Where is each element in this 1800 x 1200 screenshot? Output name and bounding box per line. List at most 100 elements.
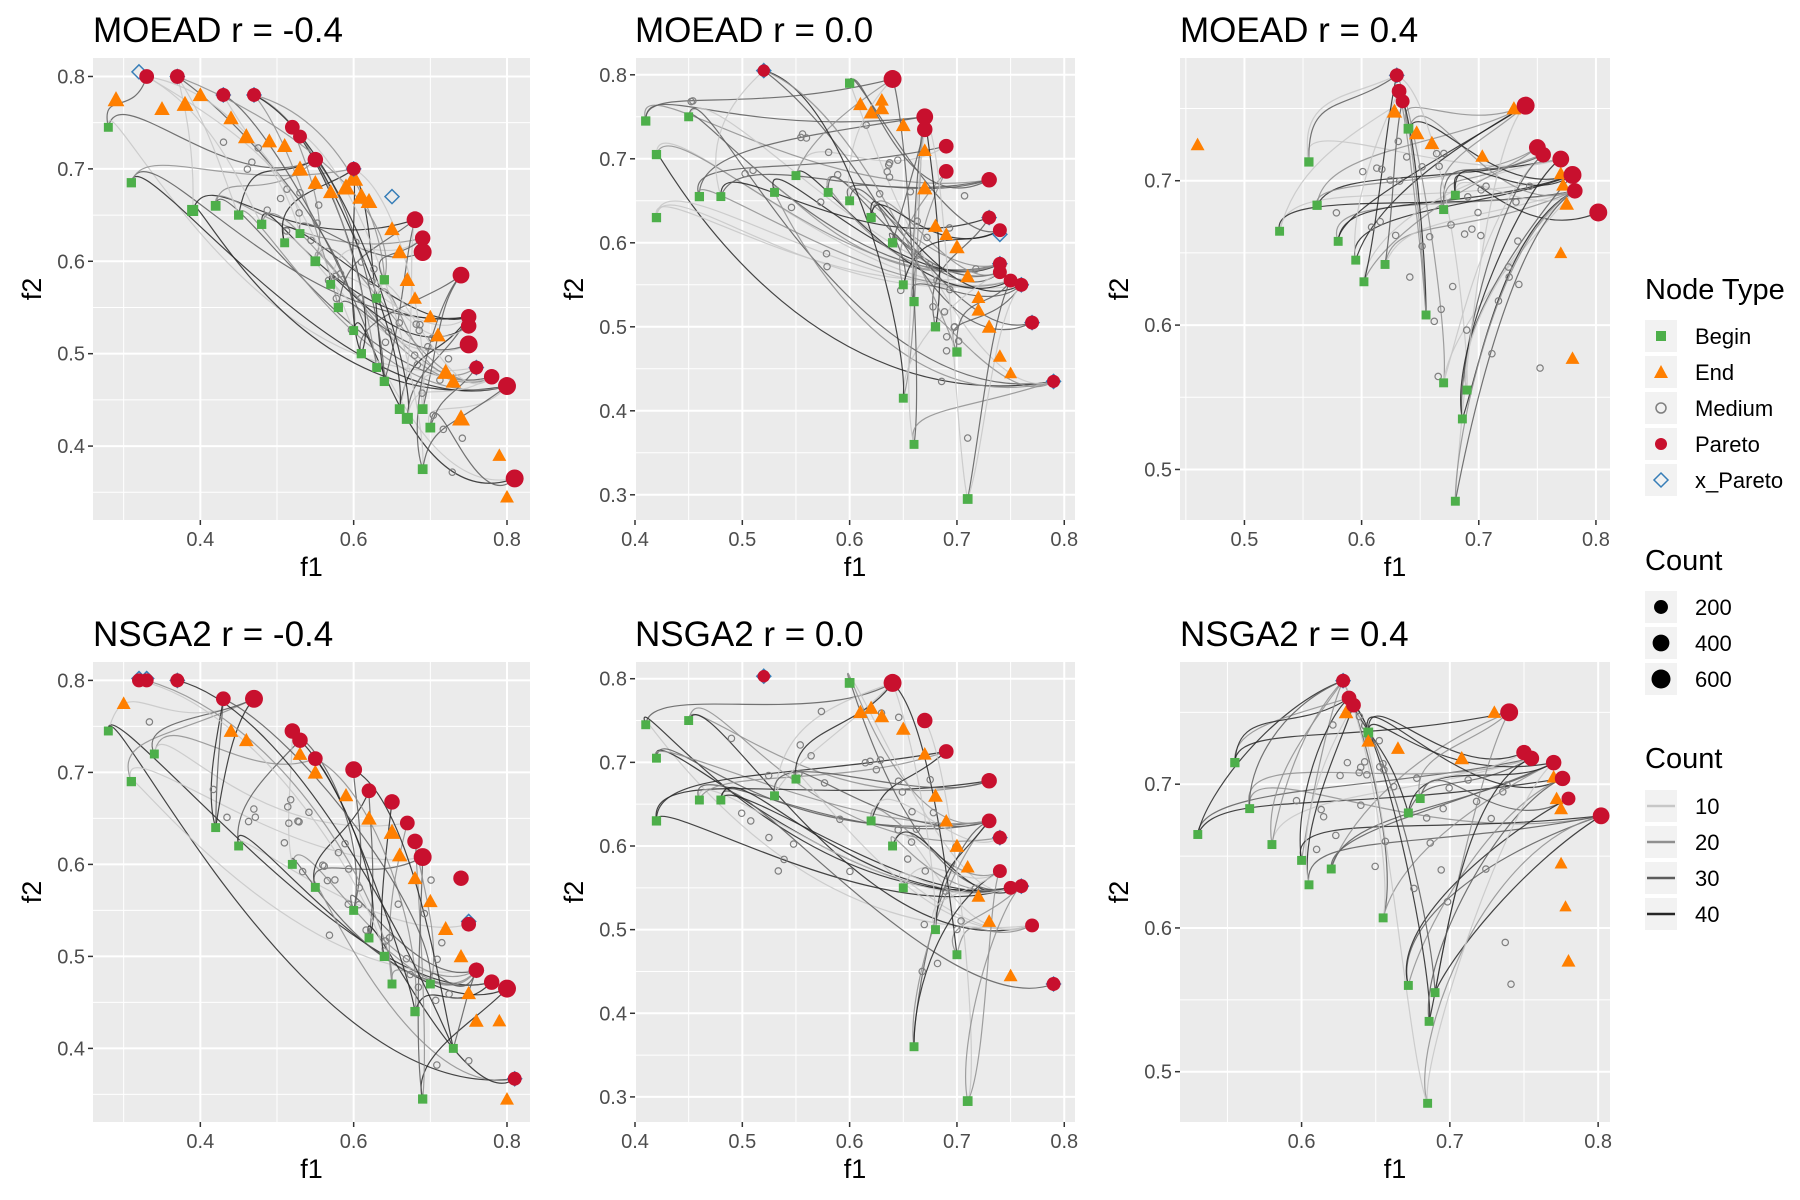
y-tick-label: 0.6 [57, 854, 85, 876]
begin-node [909, 1042, 919, 1052]
pareto-node [216, 87, 231, 102]
end-node [237, 128, 255, 144]
y-tick-label: 0.7 [599, 752, 627, 774]
medium-node [431, 996, 440, 1005]
begin-node [641, 116, 651, 126]
x-tick-label: 0.6 [340, 529, 368, 551]
medium-node [1468, 225, 1476, 233]
pareto-node [917, 712, 933, 729]
end-node [1554, 801, 1569, 815]
medium-node [1482, 182, 1490, 191]
medium-node [1515, 280, 1523, 289]
begin-node [1326, 864, 1336, 874]
medium-node [413, 360, 422, 369]
end-node [1475, 149, 1490, 162]
medium-node [1371, 862, 1379, 871]
medium-node [332, 294, 341, 303]
begin-node [410, 1006, 420, 1017]
end-node [971, 889, 986, 902]
legend-label-x-pareto: x_Pareto [1695, 468, 1783, 493]
medium-node [798, 130, 807, 138]
end-node [939, 813, 954, 827]
pareto-node [1561, 791, 1576, 806]
transition-edge [688, 714, 1033, 932]
begin-node [1439, 378, 1449, 388]
transition-edge [932, 870, 1001, 930]
end-node [430, 327, 446, 342]
medium-node [280, 839, 289, 847]
transition-edge [1454, 181, 1576, 202]
legend-line-label: 20 [1695, 830, 1719, 855]
transition-edge [1305, 704, 1354, 885]
medium-node [1464, 776, 1472, 784]
transition-edge [414, 981, 493, 1012]
transition-edge [773, 771, 990, 796]
legend-label-begin: Begin [1695, 324, 1751, 349]
medium-node [305, 808, 313, 817]
medium-node [394, 900, 403, 908]
legend-label-end: End [1695, 360, 1734, 385]
medium-node [1357, 801, 1365, 810]
medium-node [1329, 721, 1337, 729]
medium-node [1464, 193, 1472, 201]
medium-node [402, 954, 411, 963]
medium-node [444, 354, 453, 363]
medium-node [1426, 839, 1435, 847]
medium-node [1332, 831, 1340, 840]
pareto-node [498, 979, 516, 998]
pareto-node [1554, 770, 1571, 787]
medium-node [464, 1056, 473, 1065]
medium-node [894, 777, 903, 786]
begin-node [652, 753, 661, 763]
medium-node [1439, 804, 1447, 813]
medium-node [424, 342, 432, 351]
begin-node [1462, 385, 1472, 395]
transition-edge [902, 867, 1001, 889]
transition-edge [1461, 190, 1576, 420]
medium-node [946, 285, 954, 294]
medium-node [872, 765, 881, 774]
end-node [223, 723, 239, 737]
transition-edge [281, 168, 355, 243]
transition-edge [1427, 777, 1563, 1022]
begin-node [1430, 988, 1440, 998]
transition-edge [1407, 777, 1563, 986]
medium-node [1443, 898, 1452, 906]
begin-node [898, 883, 908, 893]
medium-node [334, 848, 343, 857]
legend-label-medium: Medium [1695, 396, 1773, 421]
pareto-node [938, 164, 954, 179]
transition-edge [417, 857, 424, 1100]
medium-node [957, 917, 965, 925]
begin-node [1230, 757, 1240, 768]
pareto-node [1552, 150, 1570, 168]
pareto-node [757, 670, 770, 683]
medium-node [929, 302, 937, 311]
transition-edge [913, 870, 1001, 1047]
transition-edge [177, 679, 454, 1049]
medium-node [1319, 812, 1328, 821]
transition-edge [1443, 154, 1544, 384]
transition-edge [1419, 779, 1569, 811]
transition-edge [215, 698, 255, 828]
transition-edge [107, 113, 316, 169]
medium-node [876, 756, 885, 764]
y-tick-label: 0.6 [599, 836, 627, 858]
transition-edge [176, 76, 240, 216]
legend-key-medium [1655, 402, 1667, 414]
end-node [445, 373, 462, 388]
transition-edge [1335, 190, 1575, 242]
transition-edge [1337, 174, 1573, 242]
begin-node [866, 816, 876, 826]
transition-edge [1363, 75, 1398, 282]
medium-node [885, 173, 894, 181]
begin-node [379, 951, 389, 962]
medium-node [971, 884, 980, 893]
end-node [1408, 125, 1425, 140]
medium-node [283, 803, 292, 811]
legend-key-bg [1645, 392, 1677, 424]
medium-node [1381, 837, 1390, 846]
end-node [360, 192, 378, 208]
medium-node [1503, 781, 1511, 789]
legend-key-begin [1656, 331, 1666, 341]
